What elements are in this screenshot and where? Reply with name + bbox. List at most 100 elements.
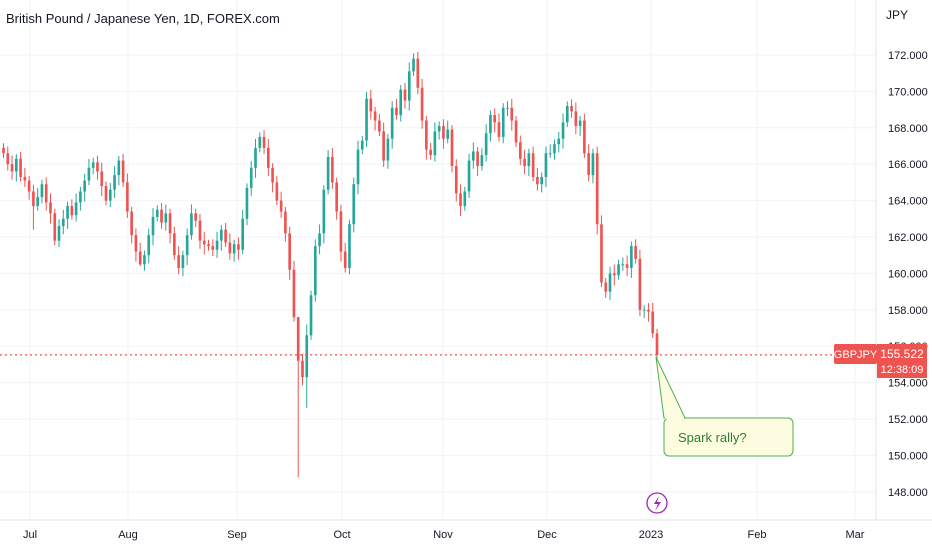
candle-body — [202, 240, 206, 245]
candle-body — [2, 147, 5, 154]
candle-body — [501, 107, 505, 137]
candle-body — [211, 246, 215, 250]
candle-body — [181, 255, 185, 268]
candle-body — [642, 309, 646, 311]
candle-body — [151, 216, 155, 236]
candle-body — [587, 153, 590, 176]
candle-body — [395, 107, 398, 116]
time-tick-label: Feb — [748, 529, 767, 541]
candle-body — [100, 171, 104, 187]
time-tick-label: 2023 — [639, 529, 663, 541]
candle-body — [10, 164, 14, 172]
candle-body — [254, 147, 257, 168]
candle-body — [301, 360, 304, 378]
candle-body — [331, 156, 334, 183]
candle-body — [185, 235, 189, 256]
candle-body — [207, 244, 210, 247]
candle-body — [433, 131, 437, 156]
candle-body — [655, 333, 659, 355]
candle-body — [625, 264, 629, 268]
candle-body — [309, 295, 313, 336]
candle-body — [604, 282, 608, 292]
candle-body — [32, 191, 35, 207]
price-axis[interactable]: 148.000150.000152.000154.000156.000158.0… — [888, 50, 928, 499]
candle-body — [574, 111, 578, 126]
time-tick-label: Dec — [537, 529, 557, 541]
candle-body — [476, 151, 479, 167]
candle-body — [147, 235, 151, 256]
candle-body — [27, 180, 31, 192]
annotation-callout[interactable]: Spark rally? — [655, 356, 794, 457]
chart-title: British Pound / Japanese Yen, 1D, FOREX.… — [6, 11, 280, 26]
candle-body — [595, 153, 599, 225]
candle-body — [313, 246, 317, 296]
time-axis[interactable]: Jul Aug Sep Oct Nov Dec 2023 Feb Mar — [23, 529, 865, 541]
candle-body — [237, 244, 240, 250]
candle-body — [228, 242, 232, 254]
candle-body — [407, 71, 411, 101]
candle-body — [557, 138, 561, 145]
candle-body — [510, 107, 514, 121]
candle-body — [288, 233, 291, 270]
candle-body — [173, 233, 176, 256]
last-price-value: 155.522 — [880, 347, 924, 361]
candle-body — [514, 120, 518, 143]
candle-body — [258, 136, 262, 148]
candle-body — [155, 209, 159, 217]
candle-body — [472, 151, 475, 161]
candle-body — [168, 213, 172, 234]
candle-body — [160, 209, 163, 223]
candle-body — [335, 182, 338, 212]
candle-body — [467, 160, 471, 192]
candle-body — [271, 167, 274, 183]
candle-body — [493, 115, 497, 123]
candle-body — [578, 120, 582, 126]
bar-countdown: 12:38:09 — [881, 364, 924, 376]
candle-body — [459, 193, 462, 207]
candle-body — [536, 176, 539, 185]
candle-body — [215, 240, 219, 250]
candle-body — [348, 224, 351, 268]
candlesticks — [2, 51, 659, 478]
candle-body — [198, 220, 202, 241]
candle-body — [279, 200, 283, 212]
candle-body — [126, 182, 129, 212]
candle-body — [437, 125, 441, 132]
candle-body — [74, 202, 78, 216]
candle-body — [91, 162, 95, 168]
candle-body — [591, 153, 595, 176]
candle-body — [416, 58, 420, 88]
candle-body — [506, 107, 509, 109]
candle-body — [527, 153, 531, 167]
candle-body — [343, 251, 347, 268]
candle-body — [322, 189, 326, 234]
candle-body — [369, 98, 373, 112]
candle-body — [138, 251, 142, 265]
candle-body — [442, 125, 445, 139]
candle-body — [634, 246, 637, 259]
event-marker[interactable] — [646, 492, 668, 514]
candle-body — [544, 153, 548, 177]
candle-body — [489, 115, 492, 134]
candle-body — [194, 213, 198, 221]
price-tick-label: 170.000 — [888, 86, 928, 98]
price-tick-label: 172.000 — [888, 50, 928, 62]
candle-body — [540, 176, 544, 185]
candle-body — [113, 175, 116, 190]
candle-body — [608, 273, 612, 292]
candle-body — [565, 105, 569, 123]
candle-body — [378, 120, 381, 132]
candle-body — [104, 186, 108, 201]
candle-body — [66, 206, 69, 219]
price-tick-label: 168.000 — [888, 123, 928, 135]
candle-body — [108, 189, 112, 201]
candle-body — [83, 180, 86, 192]
candle-body — [484, 133, 488, 156]
candle-body — [266, 147, 270, 168]
candle-body — [36, 196, 39, 207]
candle-body — [463, 191, 467, 207]
candle-body — [23, 176, 27, 181]
candle-body — [96, 162, 99, 172]
candle-body — [79, 191, 82, 203]
